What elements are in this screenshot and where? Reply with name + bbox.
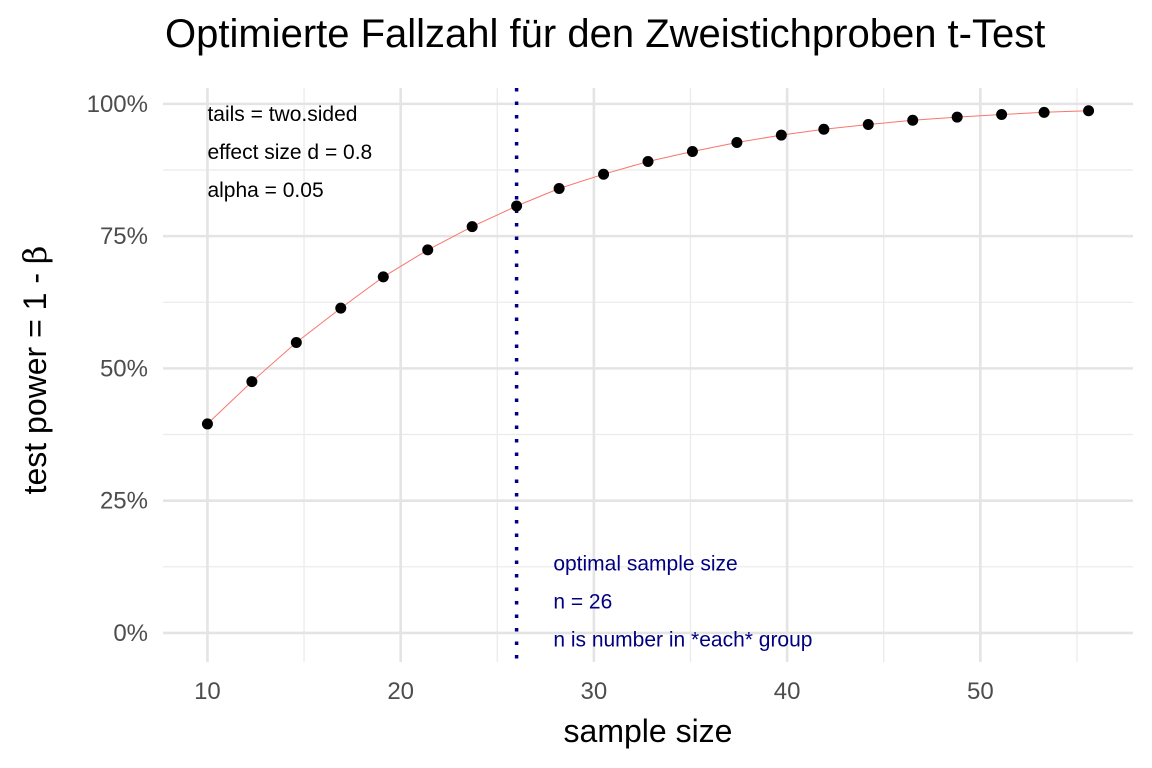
data-points	[201, 105, 1095, 430]
y-tick-label: 0%	[113, 620, 148, 647]
data-point	[818, 123, 830, 135]
parameter-label: alpha = 0.05	[207, 179, 323, 202]
y-tick-label: 100%	[87, 91, 148, 118]
grid-major	[163, 88, 1133, 662]
data-point	[598, 168, 610, 180]
data-point	[201, 418, 213, 430]
x-tick-label: 40	[774, 678, 801, 705]
data-point	[686, 145, 698, 157]
x-tick-label: 50	[967, 678, 994, 705]
data-point	[731, 136, 743, 148]
data-point	[553, 183, 565, 195]
optimal-label: optimal sample size	[553, 553, 737, 576]
data-point	[422, 244, 434, 256]
data-point	[377, 271, 389, 283]
x-axis-ticks: 10 20 30 40 50	[194, 678, 994, 705]
x-tick-label: 20	[387, 678, 414, 705]
parameter-label: effect size d = 0.8	[207, 141, 372, 164]
chart-title: Optimierte Fallzahl für den Zweistichpro…	[165, 12, 1046, 56]
data-point	[951, 111, 963, 123]
parameter-label: tails = two.sided	[207, 103, 357, 126]
data-point	[1038, 106, 1050, 118]
data-point	[290, 336, 302, 348]
data-point	[511, 200, 523, 212]
data-point	[335, 302, 347, 314]
y-tick-label: 50%	[100, 355, 148, 382]
optimal-label: n = 26	[553, 591, 612, 614]
data-point	[907, 114, 919, 126]
grid-minor	[163, 88, 1133, 662]
parameters-annotation: tails = two.sided effect size d = 0.8 alph…	[207, 103, 372, 202]
y-tick-label: 25%	[100, 488, 148, 515]
y-axis-title: test power = 1 - β	[16, 246, 54, 495]
data-point	[775, 129, 787, 141]
data-point	[466, 221, 478, 233]
optimal-label: n is number in *each* group	[553, 629, 812, 652]
data-point	[862, 119, 874, 131]
data-point	[246, 376, 258, 388]
data-point	[996, 108, 1008, 120]
x-tick-label: 30	[581, 678, 608, 705]
data-point	[642, 156, 654, 168]
x-tick-label: 10	[194, 678, 221, 705]
y-axis-ticks: 0% 25% 50% 75% 100%	[87, 91, 148, 647]
optimal-annotation: optimal sample size n = 26 n is number in …	[553, 553, 812, 652]
y-tick-label: 75%	[100, 223, 148, 250]
data-point	[1083, 105, 1095, 117]
x-axis-title: sample size	[564, 713, 733, 749]
